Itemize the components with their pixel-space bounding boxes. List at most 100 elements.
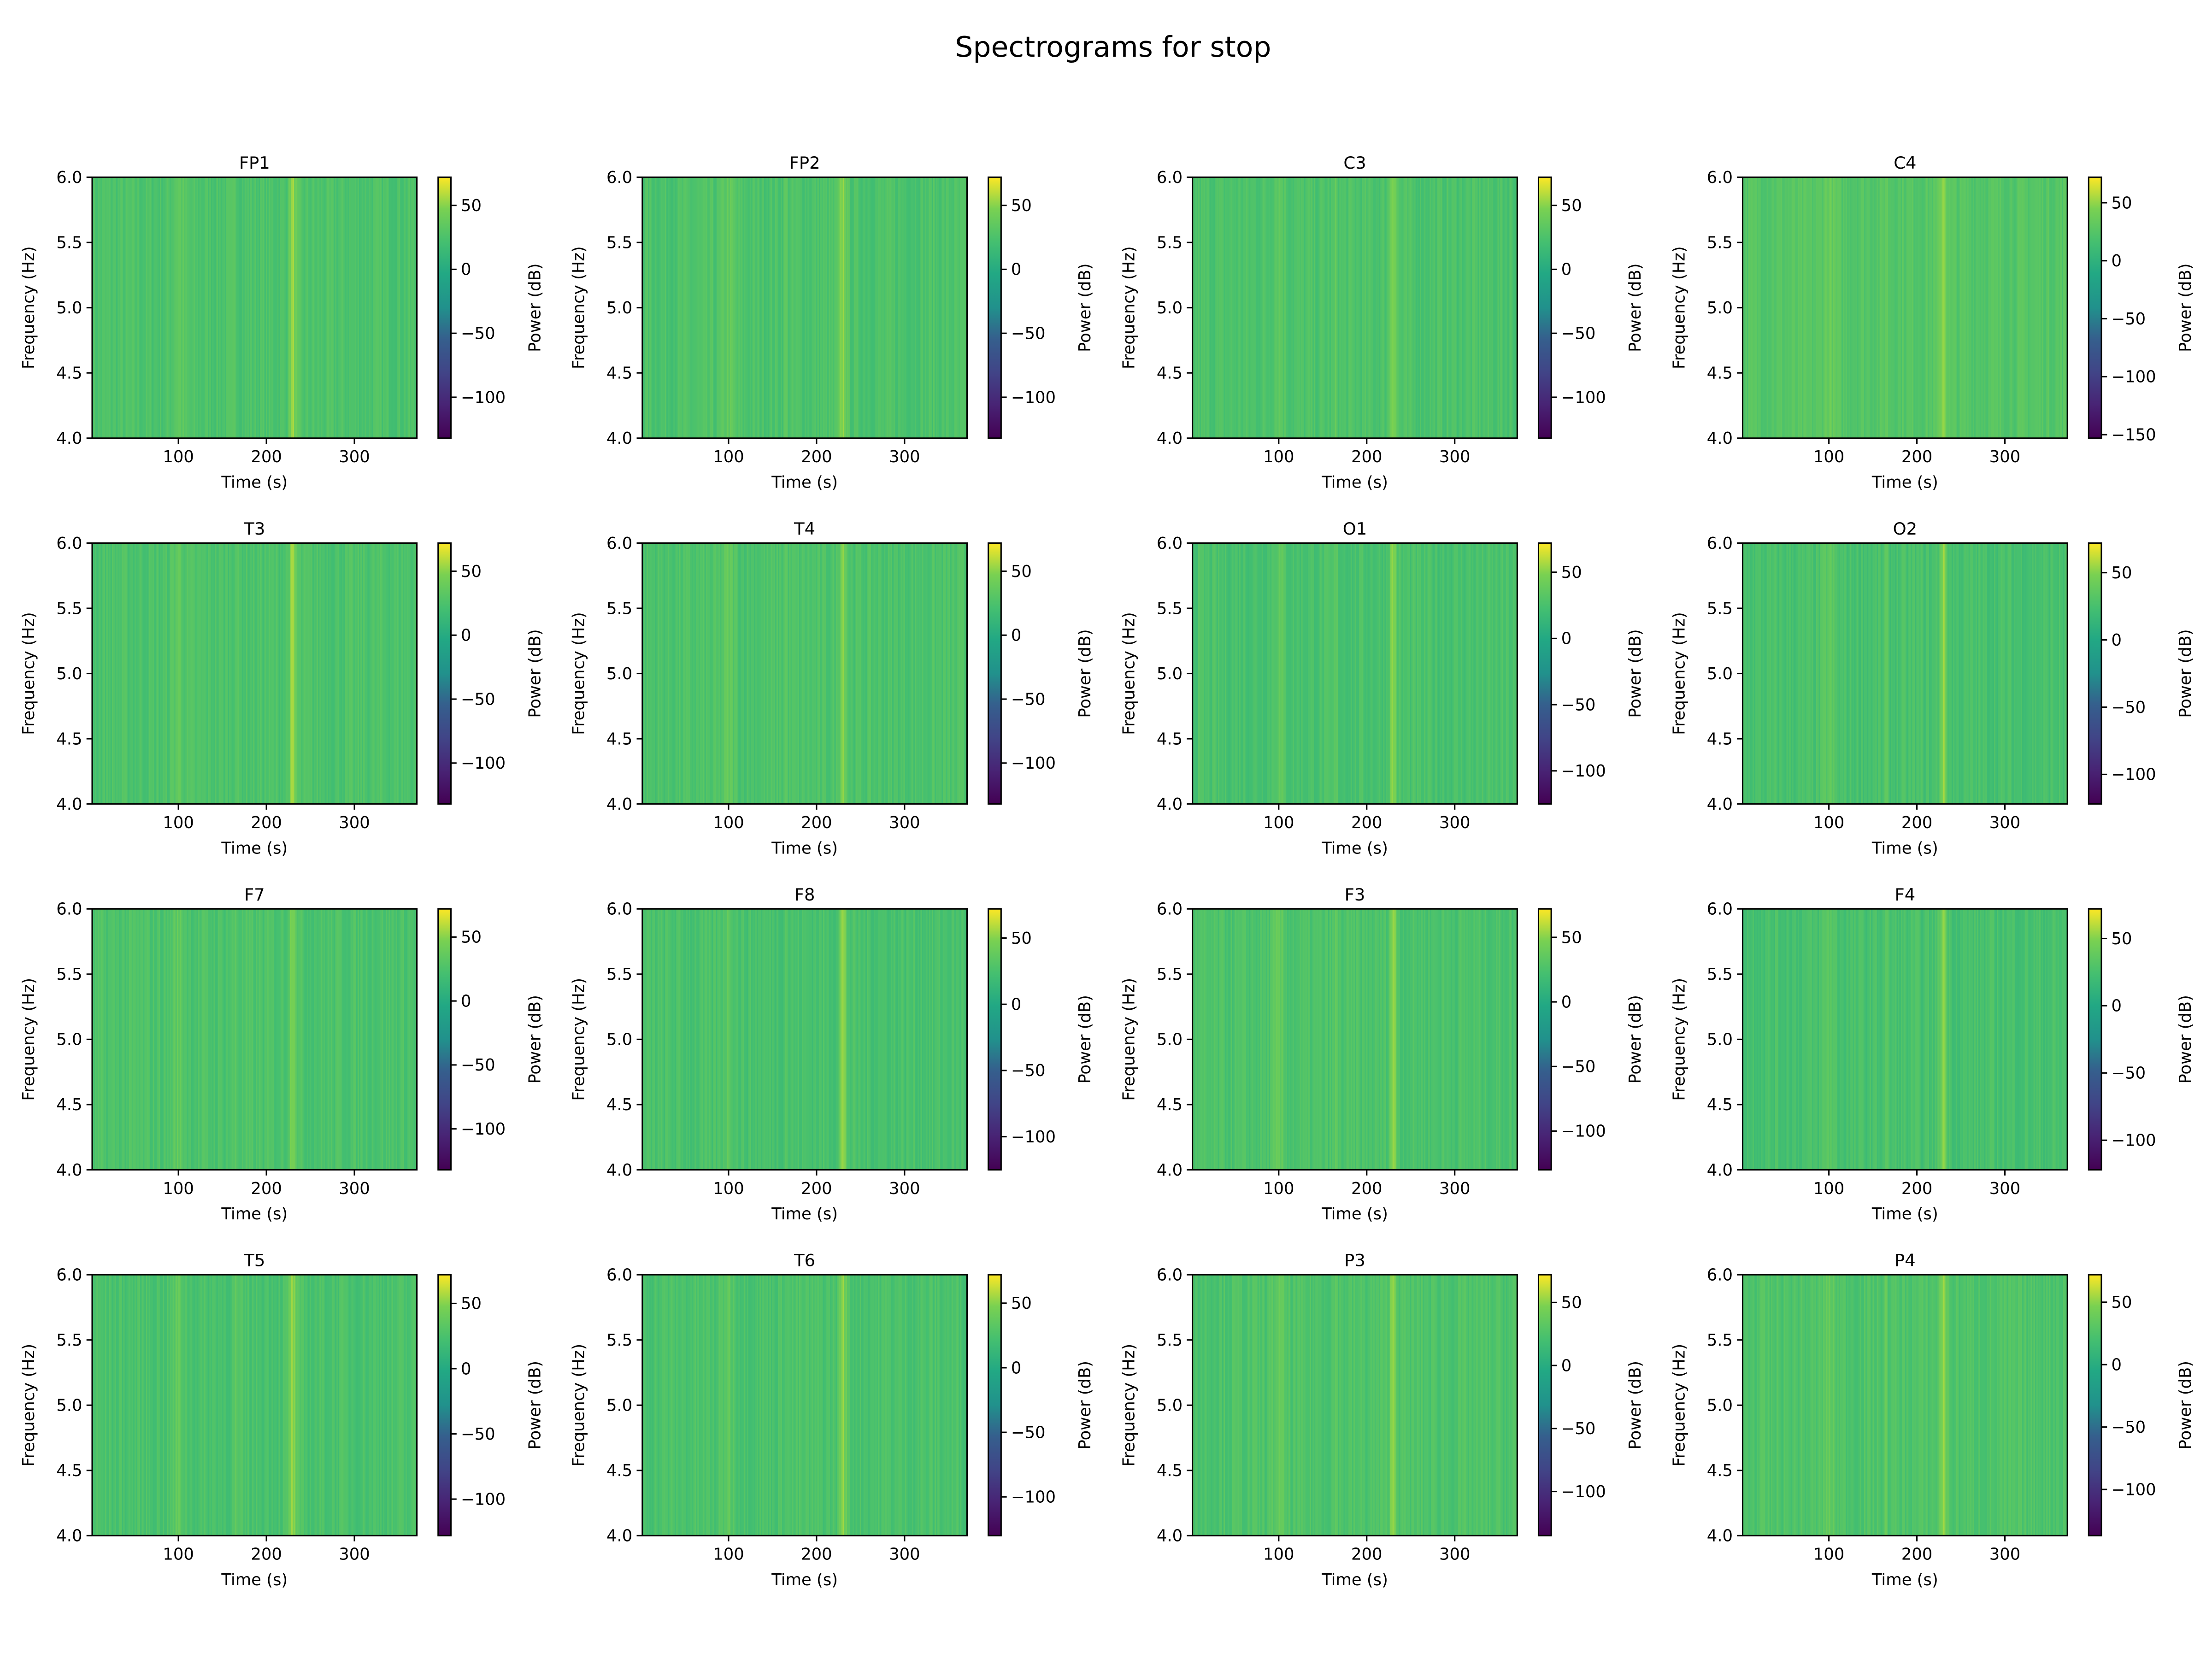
heatmap-cell xyxy=(1754,543,1756,804)
heatmap-cell xyxy=(1483,1275,1486,1536)
heatmap-cell xyxy=(1957,909,1959,1170)
heatmap-cell xyxy=(115,543,117,804)
x-axis-label: Time (s) xyxy=(1321,1205,1388,1224)
heatmap-cell xyxy=(879,177,882,438)
heatmap-cell xyxy=(1338,909,1340,1170)
heatmap-cell xyxy=(1264,543,1267,804)
heatmap-cell xyxy=(414,543,416,804)
heatmap-cell xyxy=(209,1275,212,1536)
heatmap-cell xyxy=(274,543,276,804)
heatmap-cell xyxy=(1926,909,1929,1170)
heatmap-cell xyxy=(1504,543,1507,804)
heatmap-cell xyxy=(185,1275,188,1536)
heatmap-cell xyxy=(1204,909,1206,1170)
heatmap-cell xyxy=(318,177,320,438)
heatmap-cell xyxy=(1463,1275,1466,1536)
heatmap-cell xyxy=(1870,543,1872,804)
heatmap-cell xyxy=(1918,1275,1920,1536)
heatmap-cell xyxy=(738,543,741,804)
heatmap-cell xyxy=(1386,177,1388,438)
heatmap-cell xyxy=(1827,543,1830,804)
heatmap-cell xyxy=(696,177,698,438)
heatmap-cell xyxy=(788,177,790,438)
heatmap-cell xyxy=(92,909,94,1170)
heatmap-cell xyxy=(1205,543,1207,804)
heatmap-cell xyxy=(1370,1275,1372,1536)
heatmap-cell xyxy=(240,177,242,438)
heatmap-cell xyxy=(1796,543,1799,804)
heatmap-cell xyxy=(137,1275,140,1536)
colorbar-label: Power (dB) xyxy=(2176,263,2195,352)
heatmap-cell xyxy=(930,1275,933,1536)
heatmap-cell xyxy=(1380,177,1382,438)
heatmap-cell xyxy=(1479,543,1481,804)
heatmap-cell xyxy=(1308,543,1311,804)
heatmap-cell xyxy=(927,1275,930,1536)
heatmap-cell xyxy=(690,543,693,804)
colorbar-tick-label: −100 xyxy=(1011,1488,1056,1507)
x-tick-label: 100 xyxy=(1813,813,1845,832)
heatmap-cell xyxy=(346,1275,348,1536)
heatmap-cell xyxy=(2016,909,2019,1170)
heatmap-cell xyxy=(1919,1275,1921,1536)
heatmap-cell xyxy=(1271,543,1274,804)
heatmap-cell xyxy=(215,909,217,1170)
heatmap-cell xyxy=(1799,543,1801,804)
heatmap-cell xyxy=(380,1275,382,1536)
heatmap-cell xyxy=(291,1275,294,1536)
x-tick-label: 300 xyxy=(1439,1545,1471,1564)
heatmap-cell xyxy=(1475,1275,1477,1536)
heatmap-cell xyxy=(1239,543,1241,804)
heatmap-cell xyxy=(1892,1275,1894,1536)
heatmap-cell xyxy=(818,543,821,804)
heatmap-cell xyxy=(1758,543,1760,804)
heatmap-cell xyxy=(1786,1275,1788,1536)
heatmap-cell xyxy=(1851,543,1853,804)
heatmap-cell xyxy=(865,177,868,438)
heatmap-cell xyxy=(826,177,828,438)
heatmap-cell xyxy=(333,177,336,438)
heatmap-cell xyxy=(725,543,728,804)
heatmap-cell xyxy=(882,177,884,438)
heatmap-cell xyxy=(1513,909,1515,1170)
heatmap-cell xyxy=(1761,543,1763,804)
heatmap-cell xyxy=(254,177,257,438)
heatmap-cell xyxy=(219,1275,222,1536)
x-axis-label: Time (s) xyxy=(221,1571,288,1589)
heatmap-cell xyxy=(1883,543,1886,804)
heatmap-cell xyxy=(1237,177,1240,438)
heatmap-cell xyxy=(1290,1275,1292,1536)
heatmap-cell xyxy=(120,1275,123,1536)
heatmap-cell xyxy=(1912,1275,1914,1536)
heatmap-cell xyxy=(220,909,223,1170)
heatmap-cell xyxy=(1768,1275,1770,1536)
heatmap-cell xyxy=(755,1275,758,1536)
heatmap-cell xyxy=(309,177,312,438)
heatmap-cell xyxy=(256,177,258,438)
colorbar-label: Power (dB) xyxy=(1076,1361,1094,1450)
heatmap-cell xyxy=(230,543,233,804)
heatmap-cell xyxy=(2030,177,2033,438)
y-tick-label: 5.5 xyxy=(1707,599,1733,618)
heatmap-cell xyxy=(1213,543,1216,804)
heatmap-cell xyxy=(349,909,351,1170)
heatmap-cell xyxy=(1930,909,1933,1170)
heatmap-cell xyxy=(1837,543,1840,804)
heatmap-cell xyxy=(772,543,774,804)
heatmap-cell xyxy=(1484,1275,1487,1536)
heatmap-cell xyxy=(1759,909,1762,1170)
heatmap-cell xyxy=(883,177,886,438)
heatmap-cell xyxy=(92,177,94,438)
heatmap-cell xyxy=(1987,909,1989,1170)
heatmap-cell xyxy=(1772,909,1775,1170)
heatmap-cell xyxy=(287,1275,289,1536)
heatmap-cell xyxy=(1830,909,1832,1170)
heatmap-cell xyxy=(412,909,415,1170)
heatmap-cell xyxy=(158,909,161,1170)
heatmap-cell xyxy=(1325,543,1327,804)
heatmap-cell xyxy=(1200,909,1202,1170)
heatmap-cell xyxy=(2049,909,2051,1170)
colorbar-tick-label: −100 xyxy=(2112,368,2156,387)
heatmap-cell xyxy=(1472,909,1474,1170)
